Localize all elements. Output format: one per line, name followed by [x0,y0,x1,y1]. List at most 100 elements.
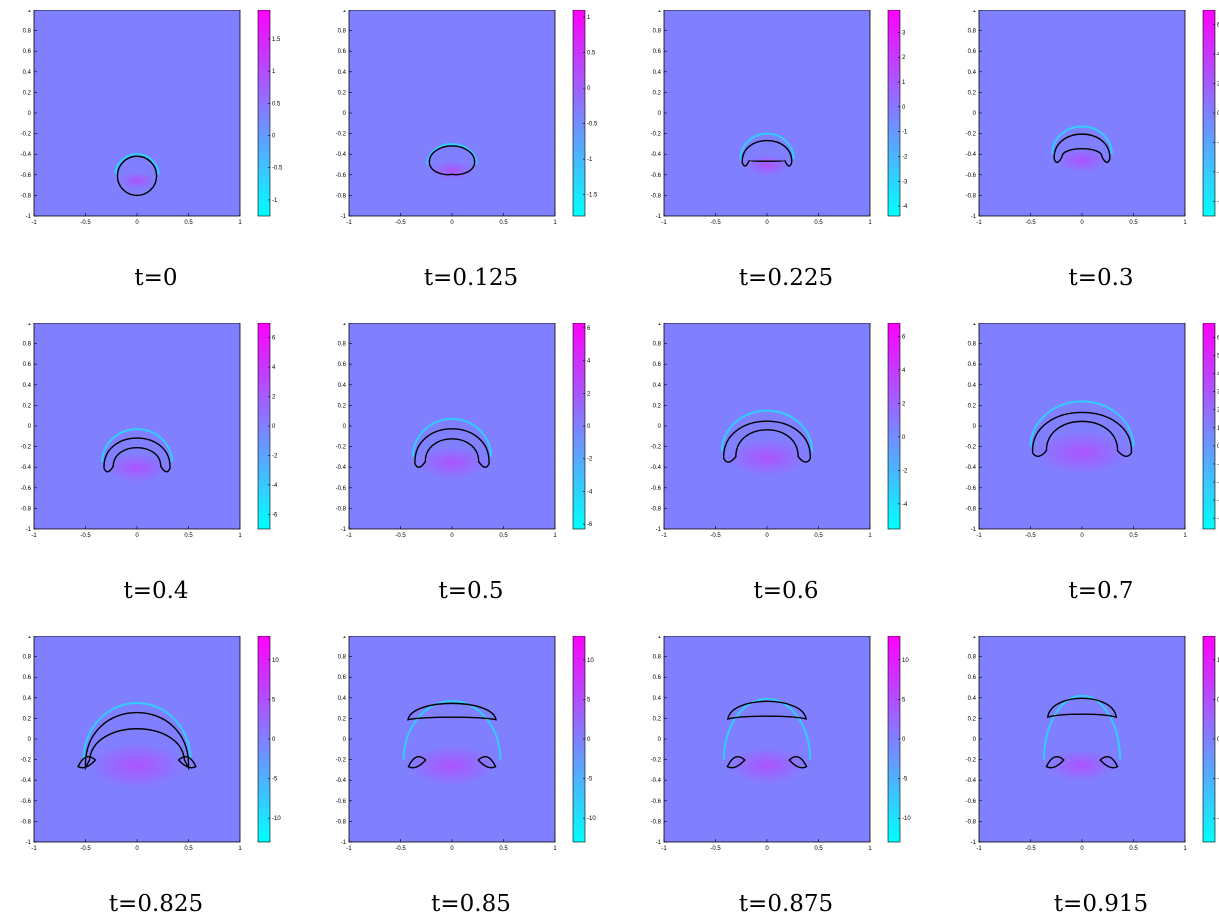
x-tick-label: 0.5 [814,533,823,539]
y-tick-label: -0.8 [651,819,662,825]
left-satellite-interface [77,755,97,769]
y-tick-label: 0.8 [653,655,662,661]
x-tick-label: 0.5 [499,846,508,852]
y-tick-label: 0.6 [968,49,977,55]
colorbar-tick-label: -5 [272,777,278,783]
vorticity-rim [722,697,812,760]
colorbar-tick-label: 4 [1217,372,1219,378]
panel-time-label: t=0.85 [431,891,511,917]
panel-time-label: t=0.915 [1053,891,1149,917]
y-tick-label: 0.8 [653,342,662,348]
bubble-interface [723,420,811,463]
y-tick-label: 1 [973,10,977,14]
y-tick-label: 0 [658,424,662,430]
field-background [349,10,555,216]
field-background [979,323,1185,529]
colorbar-tick-label: -1 [1217,816,1219,822]
y-tick-label: -1 [971,840,977,846]
panel-1: 1 0.8 0.6 0.4 0.2 0 -0.2 -0.4 -0.6 -0.8 -1 -1 -0.5 0 0… [6,10,306,315]
vorticity-halo [725,438,809,478]
y-tick-label: 1 [28,323,32,327]
colorbar-tick-label: 0 [902,435,906,441]
y-tick-label: -0.8 [21,819,32,825]
colorbar-tick-label: -2 [902,154,908,160]
y-tick-label: 1 [28,10,32,14]
y-tick-label: -1 [971,527,977,533]
y-tick-label: 0.2 [338,403,347,409]
y-tick-label: 0.6 [968,675,977,681]
y-tick-label: -0.2 [21,758,32,764]
bubble-cap-interface [726,700,808,720]
panel-svg: 10.80.60.40.20-0.2-0.4-0.6-0.8-1-1 -0.5 0 0… [21,636,281,852]
y-tick-label: -1 [26,527,32,533]
right-satellite-interface [788,755,808,769]
panel-5: 1 0.8 0.6 0.4 0.2 0 -0.2 -0.4 -0.6 -0.8 -1 -1 -0.5 0 0… [6,323,306,628]
panel-svg: 10.80.60.40.20-0.2-0.4-0.6-0.8-1-1 -0.5 0 0… [966,636,1219,852]
y-tick-label: 0.6 [338,675,347,681]
y-tick-label: 1 [973,323,977,327]
colorbar-tick-label: -10 [587,816,596,822]
y-tick-label: -0.6 [21,799,32,805]
colorbar-tick-label: 1 [902,80,906,86]
x-tick-label: -1 [976,533,982,539]
field-background [664,636,870,842]
x-tick-label: -1 [976,220,982,226]
colorbar-tick-label: -2 [902,468,908,474]
y-tick-label: -0.6 [966,799,977,805]
colorbar-tick-label: -4 [1217,170,1219,176]
field-background [979,636,1185,842]
x-tick-label: 0.5 [499,220,508,226]
field-background [349,636,555,842]
y-tick-label: -0.4 [21,465,32,471]
colorbar-tick-label: 1 [272,69,276,75]
x-tick-label: 1 [238,533,242,539]
colorbar-tick-label: -2 [272,453,278,459]
x-tick-label: -0.5 [710,220,721,226]
panel-time-label: t=0.125 [423,265,519,291]
vorticity-halo [118,171,156,190]
colorbar-tick-label: -2 [1217,480,1219,486]
x-tick-label: 1 [1183,846,1187,852]
y-tick-label: -0.4 [966,152,977,158]
x-tick-label: 0 [765,220,769,226]
y-tick-label: 0.2 [23,90,32,96]
y-tick-label: -0.6 [966,486,977,492]
y-tick-label: 0.4 [23,383,32,389]
colorbar-tick-label: 2 [902,401,906,407]
colorbar-tick-label: 0 [902,737,906,743]
colorbar-tick-label: 0 [272,134,276,140]
y-tick-label: -0.4 [966,778,977,784]
y-tick-label: -1 [341,527,347,533]
vorticity-rim [720,409,814,452]
y-tick-label: -0.2 [651,758,662,764]
y-tick-label: 0.6 [653,362,662,368]
colorbar-tick-label: 0 [1217,737,1219,743]
y-tick-label: -0.2 [651,132,662,138]
y-tick-label: -0.2 [966,132,977,138]
y-tick-label: -0.6 [336,486,347,492]
x-tick-label: -0.5 [710,533,721,539]
y-tick-label: 0 [28,737,32,743]
y-tick-label: -0.6 [21,173,32,179]
y-tick-label: -0.4 [966,465,977,471]
x-tick-label: -0.5 [710,846,721,852]
x-tick-label: -0.5 [1025,533,1036,539]
colorbar-tick-label: 0 [587,737,591,743]
y-tick-label: 0.6 [23,675,32,681]
colorbar-tick-label: -1.5 [587,193,598,199]
y-tick-label: 0.4 [338,70,347,76]
y-tick-label: -0.8 [651,506,662,512]
panel-svg: 10.80.60.40.20-0.2-0.4-0.6-0.8-1-1 -0.5 0 0… [651,636,911,852]
y-tick-label: 0.4 [653,383,662,389]
colorbar-tick-label: -10 [272,816,281,822]
colorbar-tick-label: -3 [902,179,908,185]
bubble-interface [414,428,490,468]
y-tick-label: 0.4 [338,383,347,389]
bubble-interface [741,140,793,167]
colorbar-tick-label: 0 [587,424,591,430]
y-tick-label: 0.8 [968,342,977,348]
y-tick-label: -0.2 [336,132,347,138]
x-tick-label: 1 [868,220,872,226]
y-tick-label: -0.8 [21,193,32,199]
y-tick-label: 0 [658,111,662,117]
